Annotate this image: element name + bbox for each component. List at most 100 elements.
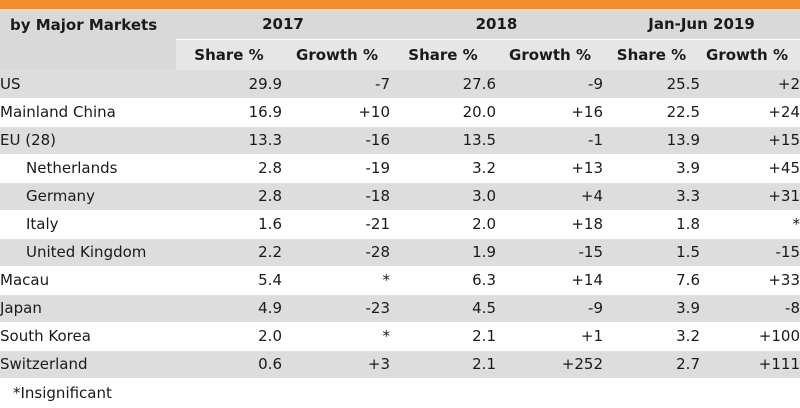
growth-value: +16: [496, 98, 603, 127]
market-name: Macau: [0, 266, 176, 295]
growth-value: +31: [700, 182, 800, 211]
share-value: 4.9: [176, 294, 282, 323]
year-2017-header: 2017: [262, 14, 304, 33]
growth-value: +252: [496, 350, 603, 379]
growth-value: *: [700, 210, 800, 239]
growth-value: +15: [700, 126, 800, 155]
growth-header: Growth %: [496, 38, 603, 70]
growth-value: -9: [496, 294, 603, 323]
growth-header: Growth %: [700, 38, 800, 70]
market-name: Japan: [0, 294, 176, 323]
growth-value: -19: [282, 154, 390, 183]
growth-value: +111: [700, 350, 800, 379]
growth-value: +18: [496, 210, 603, 239]
growth-value: +33: [700, 266, 800, 295]
growth-value: +2: [700, 70, 800, 99]
corner-label: by Major Markets: [10, 16, 158, 34]
share-value: 3.0: [390, 182, 496, 211]
year-header-row: by Major Markets 2017 2018 Jan-Jun 2019: [0, 9, 800, 39]
growth-value: -7: [282, 70, 390, 99]
growth-value: -28: [282, 238, 390, 267]
growth-value: +1: [496, 322, 603, 351]
growth-value: -15: [700, 238, 800, 267]
share-value: 16.9: [176, 98, 282, 127]
share-value: 20.0: [390, 98, 496, 127]
market-name: EU (28): [0, 126, 176, 155]
major-markets-table: by Major Markets 2017 2018 Jan-Jun 2019 …: [0, 9, 800, 379]
share-value: 3.3: [603, 182, 700, 211]
market-name: US: [0, 70, 176, 99]
orange-top-bar: [0, 0, 800, 9]
growth-value: -15: [496, 238, 603, 267]
table-row: South Korea 2.0 * 2.1 +1 3.2 +100: [0, 322, 800, 351]
share-value: 2.7: [603, 350, 700, 379]
share-value: 27.6: [390, 70, 496, 99]
market-name: Netherlands: [0, 154, 176, 183]
growth-value: +3: [282, 350, 390, 379]
table-row: Italy 1.6 -21 2.0 +18 1.8 *: [0, 210, 800, 239]
share-value: 3.9: [603, 294, 700, 323]
growth-value: -18: [282, 182, 390, 211]
share-value: 0.6: [176, 350, 282, 379]
share-value: 22.5: [603, 98, 700, 127]
growth-value: -1: [496, 126, 603, 155]
growth-value: +10: [282, 98, 390, 127]
share-value: 13.3: [176, 126, 282, 155]
share-value: 3.2: [603, 322, 700, 351]
year-2019-header: Jan-Jun 2019: [648, 14, 755, 33]
market-name: United Kingdom: [0, 238, 176, 267]
table-row: United Kingdom 2.2 -28 1.9 -15 1.5 -15: [0, 238, 800, 267]
share-value: 1.6: [176, 210, 282, 239]
share-value: 2.2: [176, 238, 282, 267]
growth-value: -8: [700, 294, 800, 323]
share-value: 5.4: [176, 266, 282, 295]
table-body: US 29.9 -7 27.6 -9 25.5 +2 Mainland China 16.9 +1…: [0, 70, 800, 379]
growth-value: +4: [496, 182, 603, 211]
share-value: 6.3: [390, 266, 496, 295]
share-header: Share %: [603, 38, 700, 70]
share-value: 2.1: [390, 350, 496, 379]
footnote: *Insignificant: [13, 383, 112, 402]
growth-value: -16: [282, 126, 390, 155]
growth-value: +13: [496, 154, 603, 183]
growth-value: +24: [700, 98, 800, 127]
table-row: Netherlands 2.8 -19 3.2 +13 3.9 +45: [0, 154, 800, 183]
share-value: 13.5: [390, 126, 496, 155]
market-name: Italy: [0, 210, 176, 239]
share-value: 29.9: [176, 70, 282, 99]
growth-value: -23: [282, 294, 390, 323]
growth-value: +45: [700, 154, 800, 183]
share-value: 3.2: [390, 154, 496, 183]
share-value: 1.9: [390, 238, 496, 267]
market-name: Switzerland: [0, 350, 176, 379]
table-row: US 29.9 -7 27.6 -9 25.5 +2: [0, 70, 800, 99]
share-value: 2.8: [176, 182, 282, 211]
share-value: 3.9: [603, 154, 700, 183]
market-name: South Korea: [0, 322, 176, 351]
share-value: 1.5: [603, 238, 700, 267]
metric-header-row: Share % Growth % Share % Growth % Share …: [0, 38, 800, 70]
market-name: Germany: [0, 182, 176, 211]
table-row: Macau 5.4 * 6.3 +14 7.6 +33: [0, 266, 800, 295]
growth-value: -9: [496, 70, 603, 99]
table-row: Germany 2.8 -18 3.0 +4 3.3 +31: [0, 182, 800, 211]
table-row: Mainland China 16.9 +10 20.0 +16 22.5 +24: [0, 98, 800, 127]
share-value: 1.8: [603, 210, 700, 239]
growth-value: -21: [282, 210, 390, 239]
market-name: Mainland China: [0, 98, 176, 127]
share-value: 4.5: [390, 294, 496, 323]
table-row: Japan 4.9 -23 4.5 -9 3.9 -8: [0, 294, 800, 323]
growth-value: *: [282, 266, 390, 295]
share-value: 13.9: [603, 126, 700, 155]
share-value: 25.5: [603, 70, 700, 99]
table-row: EU (28) 13.3 -16 13.5 -1 13.9 +15: [0, 126, 800, 155]
share-header: Share %: [176, 38, 282, 70]
share-value: 2.8: [176, 154, 282, 183]
growth-value: +14: [496, 266, 603, 295]
year-2018-header: 2018: [475, 14, 518, 33]
table-row: Switzerland 0.6 +3 2.1 +252 2.7 +111: [0, 350, 800, 379]
share-value: 2.0: [176, 322, 282, 351]
share-value: 2.1: [390, 322, 496, 351]
share-value: 2.0: [390, 210, 496, 239]
growth-header: Growth %: [282, 38, 390, 70]
